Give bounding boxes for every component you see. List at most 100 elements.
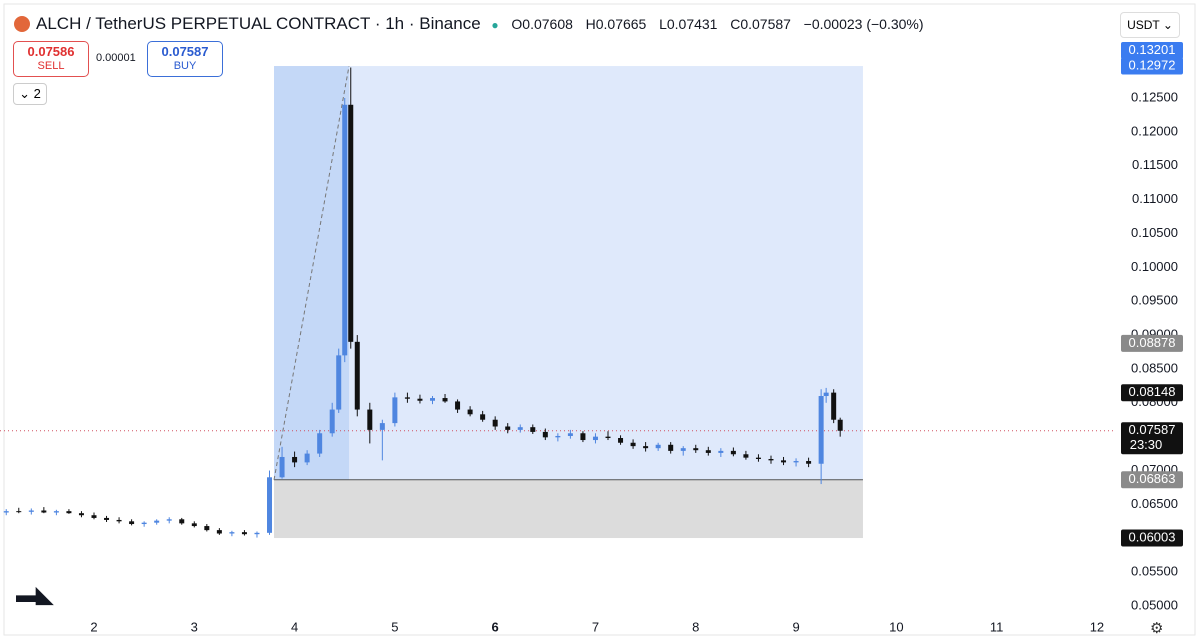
x-tick-label: 5 xyxy=(391,619,398,634)
candle-body xyxy=(605,436,611,439)
candle-body xyxy=(718,450,724,453)
candle-body xyxy=(823,392,829,397)
y-tick-label: 0.11500 xyxy=(1132,157,1178,172)
candle-body xyxy=(204,526,210,531)
candle-body xyxy=(41,510,47,513)
candle-body xyxy=(831,392,837,420)
sell-button[interactable]: 0.07586 SELL xyxy=(13,41,89,77)
candle-body xyxy=(91,515,97,518)
price-tag-label: 0.07587 xyxy=(1129,422,1176,437)
price-tag xyxy=(1121,471,1183,489)
price-tag xyxy=(1121,42,1183,60)
candle-body xyxy=(354,341,360,410)
candle-body xyxy=(505,426,511,430)
status-dot: ● xyxy=(491,18,499,32)
candle-body xyxy=(743,454,749,458)
candle-body xyxy=(342,104,348,356)
indicators-toggle[interactable]: ⌄ 2 xyxy=(13,83,47,105)
candle-body xyxy=(781,460,787,463)
price-tag xyxy=(1121,422,1183,455)
candle-body xyxy=(417,398,423,401)
x-tick-label: 3 xyxy=(191,619,198,634)
ohlc-open: O0.07608 xyxy=(511,16,573,32)
candle-body xyxy=(379,423,385,430)
tv-logo: ▬◣ xyxy=(16,582,53,607)
candle-body xyxy=(467,409,473,415)
change: −0.00023 (−0.30%) xyxy=(803,16,924,32)
price-tag-label: 0.06003 xyxy=(1129,529,1176,544)
currency: USDT xyxy=(1127,18,1160,32)
candle-body xyxy=(229,532,235,534)
spread: 0.00001 xyxy=(96,52,136,64)
price-tag xyxy=(1121,334,1183,352)
buy-price: 0.07587 xyxy=(161,44,209,59)
candle-body xyxy=(693,448,699,451)
x-tick-label: 10 xyxy=(889,619,903,634)
candle-body xyxy=(292,456,298,463)
price-tag-label: 0.08148 xyxy=(1129,384,1176,399)
y-tick-label: 0.12500 xyxy=(1131,89,1178,104)
candle-body xyxy=(806,461,812,464)
target-zone xyxy=(274,66,863,480)
candle-body xyxy=(336,355,342,410)
candle-body xyxy=(304,453,310,463)
x-tick-label: 9 xyxy=(792,619,799,634)
y-tick-label: 0.10000 xyxy=(1131,259,1178,274)
candle-body xyxy=(768,459,774,461)
sell-label: SELL xyxy=(37,60,65,72)
candle-body xyxy=(16,511,22,513)
price-tag xyxy=(1121,529,1183,547)
x-tick-label: 6 xyxy=(492,619,499,634)
candle-body xyxy=(643,446,649,449)
price-tag xyxy=(1121,384,1183,402)
candle-body xyxy=(630,442,636,447)
countdown: 23:30 xyxy=(1130,437,1163,452)
candle-body xyxy=(680,448,686,451)
x-tick-label: 7 xyxy=(592,619,599,634)
x-tick-label: 4 xyxy=(291,619,298,634)
price-tag xyxy=(1121,57,1183,75)
candle-body xyxy=(154,520,160,523)
settings-icon[interactable]: ⚙ xyxy=(1150,620,1164,637)
y-tick-label: 0.12000 xyxy=(1131,123,1178,138)
y-tick-label: 0.08500 xyxy=(1131,360,1178,375)
candle-body xyxy=(818,396,824,464)
candle-body xyxy=(567,433,573,436)
y-tick-label: 0.05000 xyxy=(1131,597,1178,612)
candle-body xyxy=(392,397,398,424)
currency-select[interactable]: USDT ⌄ xyxy=(1120,12,1180,38)
candle-body xyxy=(555,435,561,438)
buy-label: BUY xyxy=(173,60,197,72)
candle-body xyxy=(254,532,260,535)
candle-body xyxy=(116,519,122,522)
candle-body xyxy=(367,409,373,430)
candle-body xyxy=(429,398,435,401)
candle-body xyxy=(455,401,461,410)
candle-body xyxy=(241,532,247,535)
buy-button[interactable]: 0.07587 BUY xyxy=(147,41,223,77)
candle-body xyxy=(104,517,110,520)
candle-body xyxy=(166,519,172,521)
candle-body xyxy=(348,104,354,342)
candle-body xyxy=(837,419,843,431)
candle-body xyxy=(705,450,711,453)
x-tick-label: 12 xyxy=(1090,619,1104,634)
candle-body xyxy=(279,456,285,478)
sell-price: 0.07586 xyxy=(27,44,75,59)
header: ALCH / TetherUS PERPETUAL CONTRACT · 1h … xyxy=(36,14,924,34)
symbol-title: ALCH / TetherUS PERPETUAL CONTRACT · 1h … xyxy=(36,14,481,33)
candle-body xyxy=(530,427,536,432)
ohlc-high: H0.07665 xyxy=(585,16,647,32)
stop-zone xyxy=(274,479,863,539)
price-tag-label: 0.12972 xyxy=(1129,57,1176,72)
candle-body xyxy=(668,444,674,451)
candle-body xyxy=(542,431,548,438)
price-tag-label: 0.08878 xyxy=(1129,335,1176,350)
y-tick-label: 0.09500 xyxy=(1131,293,1178,308)
candle-body xyxy=(28,510,34,512)
candle-body xyxy=(216,530,222,534)
candle-body xyxy=(580,433,586,441)
x-tick-label: 8 xyxy=(692,619,699,634)
